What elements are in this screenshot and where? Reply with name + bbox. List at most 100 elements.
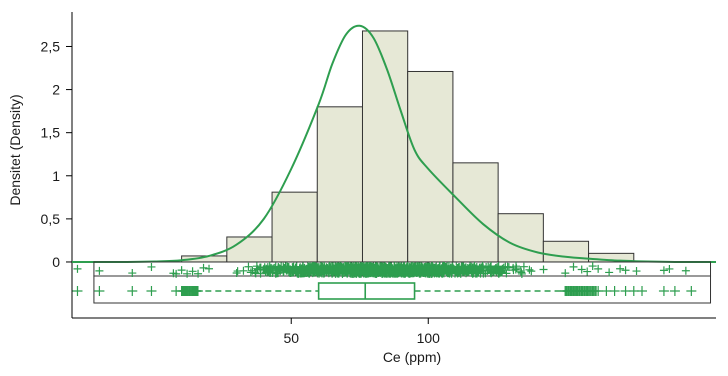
data-point — [336, 262, 345, 271]
data-point — [205, 264, 214, 273]
data-point — [621, 266, 630, 275]
data-point — [436, 267, 445, 276]
boxplot-outlier — [658, 286, 669, 296]
y-tick-label: 0,5 — [41, 211, 61, 227]
data-point — [665, 264, 674, 273]
data-point — [502, 269, 511, 278]
data-point — [577, 265, 586, 274]
data-point — [260, 266, 269, 275]
boxplot-outlier — [609, 286, 620, 296]
data-point — [588, 262, 597, 271]
data-point — [233, 267, 242, 276]
data-point — [327, 266, 336, 275]
x-tick-label: 50 — [283, 330, 299, 346]
data-point — [283, 262, 292, 271]
boxplot-outlier — [146, 286, 157, 296]
data-point — [516, 267, 525, 276]
data-point — [431, 263, 440, 272]
data-point — [451, 269, 460, 278]
data-point — [318, 262, 327, 271]
data-point — [632, 267, 641, 276]
data-point — [605, 268, 614, 277]
data-point — [569, 262, 578, 271]
data-point — [681, 266, 690, 275]
data-point — [320, 262, 329, 271]
data-point — [387, 262, 396, 271]
data-point — [330, 267, 339, 276]
data-point — [423, 269, 432, 278]
data-point — [308, 262, 317, 271]
data-point — [616, 264, 625, 273]
data-point — [402, 268, 411, 277]
histogram-bar — [271, 191, 318, 263]
data-point — [448, 263, 457, 272]
data-point — [355, 264, 364, 273]
data-point — [438, 263, 447, 272]
data-point — [310, 266, 319, 275]
data-point — [594, 264, 603, 273]
data-point — [396, 267, 405, 276]
data-point — [315, 266, 324, 275]
data-point — [188, 267, 197, 276]
data-point — [489, 267, 498, 276]
x-tick-label: 100 — [417, 330, 441, 346]
data-point — [385, 269, 394, 278]
data-point — [271, 269, 280, 278]
data-point — [177, 266, 186, 275]
data-point — [172, 269, 181, 278]
data-point — [320, 269, 329, 278]
data-point — [95, 266, 104, 275]
y-tick-label: 1,5 — [41, 125, 61, 141]
boxplot-outlier — [127, 286, 138, 296]
data-point — [147, 262, 156, 271]
data-point — [361, 264, 370, 273]
data-point — [268, 268, 277, 277]
density-curve — [71, 24, 717, 264]
data-point — [128, 269, 137, 278]
data-point — [255, 263, 264, 272]
data-point — [511, 265, 520, 274]
data-point — [394, 262, 403, 271]
histogram-bar — [497, 213, 544, 263]
y-axis-label: Densitet (Density) — [7, 94, 23, 205]
data-point — [274, 263, 283, 272]
data-point — [465, 265, 474, 274]
histogram-bar — [407, 70, 454, 263]
data-point — [475, 263, 484, 272]
data-point — [363, 269, 372, 278]
data-point — [232, 269, 241, 278]
axes: 0 0,5 1 1,5 2 2,5 50 100 — [41, 12, 716, 346]
data-point — [430, 264, 439, 273]
x-axis-label: Ce (ppm) — [383, 349, 441, 365]
data-point — [266, 264, 275, 273]
data-point — [461, 266, 470, 275]
data-point — [251, 268, 260, 277]
data-point — [199, 263, 208, 272]
boxplot-outlier — [72, 286, 83, 296]
data-point — [183, 269, 192, 278]
data-point — [442, 264, 451, 273]
data-point — [424, 262, 433, 271]
histogram-bars — [181, 30, 635, 263]
histogram-bar — [316, 106, 363, 263]
boxplot-outlier — [591, 286, 602, 296]
data-point — [407, 265, 416, 274]
data-point — [374, 266, 383, 275]
data-point — [292, 266, 301, 275]
y-tick-label: 1 — [52, 168, 60, 184]
data-point — [244, 262, 253, 271]
data-point — [512, 264, 521, 273]
data-point — [490, 265, 499, 274]
data-point — [356, 268, 365, 277]
density-curve-group — [71, 24, 717, 264]
data-point — [583, 267, 592, 276]
data-point — [561, 269, 570, 278]
data-point — [395, 268, 404, 277]
data-point — [659, 266, 668, 275]
y-tick-label: 0 — [52, 254, 60, 270]
data-point — [539, 265, 548, 274]
boxplot-box — [317, 282, 416, 300]
data-point — [256, 269, 265, 278]
